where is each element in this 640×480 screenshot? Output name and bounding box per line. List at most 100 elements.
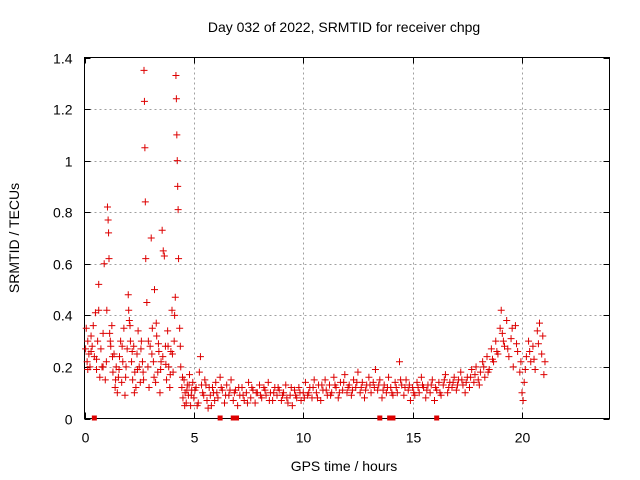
data-point: [484, 368, 492, 376]
data-point: [109, 368, 117, 376]
data-point: [157, 358, 165, 366]
chart-title: Day 032 of 2022, SRMTID for receiver chp…: [208, 19, 480, 35]
data-point: [172, 95, 180, 103]
data-point: [94, 337, 102, 345]
x-tick-label: 10: [296, 430, 312, 446]
data-point: [347, 391, 355, 399]
data-point: [277, 396, 285, 404]
data-point: [208, 384, 216, 392]
data-point: [458, 376, 466, 384]
data-point: [106, 329, 114, 337]
data-point: [379, 386, 387, 394]
data-point: [137, 345, 145, 353]
data-point: [159, 247, 167, 255]
y-axis-label: SRMTID / TECUs: [6, 183, 22, 293]
data-point: [471, 371, 479, 379]
data-point: [340, 378, 348, 386]
data-point: [173, 157, 181, 165]
data-point: [104, 216, 112, 224]
data-point: [274, 384, 282, 392]
data-point: [461, 389, 469, 397]
data-point: [217, 384, 225, 392]
data-point: [133, 350, 141, 358]
data-point: [252, 389, 260, 397]
data-point: [282, 381, 290, 389]
data-point: [497, 306, 505, 314]
y-tick-label: 0.4: [53, 308, 73, 324]
data-point: [541, 358, 549, 366]
data-point: [83, 358, 91, 366]
data-point: [99, 329, 107, 337]
data-point: [195, 368, 203, 376]
data-point: [521, 366, 529, 374]
data-point: [202, 381, 210, 389]
data-point: [138, 358, 146, 366]
data-point: [507, 335, 515, 343]
data-point: [105, 255, 113, 263]
data-point: [87, 347, 95, 355]
data-point: [392, 384, 400, 392]
data-point: [126, 337, 134, 345]
data-point: [344, 384, 352, 392]
data-point: [516, 368, 524, 376]
plot-frame: [84, 57, 610, 419]
data-point: [84, 366, 92, 374]
data-point: [171, 293, 179, 301]
data-point: [221, 399, 228, 407]
data-point: [367, 389, 375, 397]
data-point: [133, 366, 141, 374]
data-point: [295, 384, 303, 392]
data-point: [362, 386, 370, 394]
data-point: [201, 376, 209, 384]
data-point: [354, 368, 362, 376]
grid-lines: [84, 57, 610, 419]
data-point: [284, 399, 292, 407]
data-point: [492, 337, 500, 345]
data-point: [113, 389, 121, 397]
data-point: [397, 376, 405, 384]
data-point: [216, 373, 224, 381]
data-point: [111, 384, 119, 392]
data-point: [388, 389, 396, 397]
data-point: [519, 396, 527, 404]
data-point: [406, 396, 414, 404]
data-point: [166, 371, 174, 379]
data-point: [206, 391, 214, 399]
data-point: [361, 394, 368, 402]
data-point: [93, 366, 101, 374]
data-point: [152, 319, 160, 327]
data-point: [200, 391, 208, 399]
data-point: [536, 319, 543, 327]
data-point: [213, 389, 221, 397]
data-point: [109, 353, 116, 361]
data-point: [499, 337, 507, 345]
data-point-square: [230, 415, 236, 421]
data-point: [130, 389, 138, 397]
data-point: [439, 381, 447, 389]
data-point: [103, 306, 111, 314]
data-point: [248, 384, 256, 392]
x-tick-label: 20: [515, 430, 531, 446]
data-point: [321, 376, 329, 384]
data-point: [132, 384, 140, 392]
data-point-square: [234, 415, 240, 421]
data-point: [108, 322, 116, 330]
data-point: [128, 347, 136, 355]
data-point: [312, 389, 320, 397]
data-point: [520, 378, 528, 386]
data-point: [449, 378, 457, 386]
data-point: [366, 381, 374, 389]
data-point: [257, 391, 265, 399]
data-point: [432, 384, 440, 392]
data-point: [164, 327, 172, 335]
data-point: [126, 322, 134, 330]
data-point: [517, 358, 525, 366]
data-point: [144, 337, 152, 345]
data-point-square: [91, 415, 97, 421]
data-point: [365, 373, 373, 381]
data-point: [211, 396, 219, 404]
data-point: [87, 332, 95, 340]
data-point: [508, 324, 516, 332]
data-point: [452, 386, 460, 394]
data-point: [488, 355, 496, 363]
